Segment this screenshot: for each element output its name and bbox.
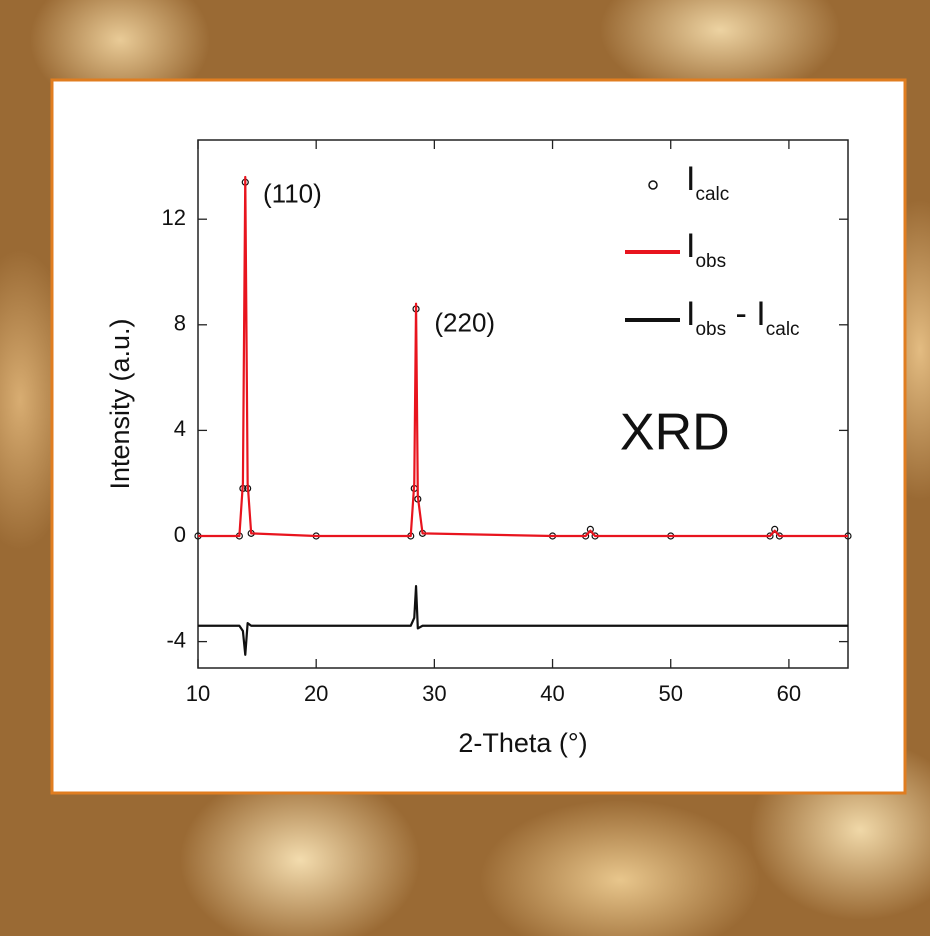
x-tick-label: 50: [658, 681, 682, 706]
data-line: [198, 175, 848, 538]
legend-marker: [648, 180, 658, 190]
legend-text: I: [686, 295, 695, 333]
data-point: [586, 525, 594, 534]
y-axis-title: Intensity (a.u.): [105, 318, 135, 489]
data-line: [198, 585, 848, 656]
legend-label: Iobs - Icalc: [686, 295, 800, 340]
y-tick-label: 8: [174, 311, 186, 336]
legend-subscript: obs: [695, 251, 726, 272]
x-tick-label: 60: [777, 681, 801, 706]
plot-frame: [197, 139, 849, 669]
legend-text: I: [686, 160, 695, 198]
legend-subscript: calc: [695, 184, 729, 205]
annotation: (220): [434, 308, 495, 338]
annotation: (110): [263, 178, 322, 208]
panel: [50, 78, 907, 795]
legend-label: Icalc: [686, 160, 729, 205]
legend-subscript: obs: [695, 319, 726, 340]
annotation: XRD: [620, 403, 730, 461]
x-axis-title: 2-Theta (°): [458, 728, 587, 758]
x-tick-label: 10: [186, 681, 210, 706]
data-point: [771, 525, 779, 534]
x-tick-label: 40: [540, 681, 564, 706]
legend-text: I: [686, 227, 695, 265]
y-tick-label: -4: [166, 627, 186, 652]
legend-text: - I: [726, 295, 766, 333]
x-tick-label: 30: [422, 681, 446, 706]
legend-label: Iobs: [686, 227, 726, 272]
x-tick-label: 20: [304, 681, 328, 706]
y-tick-label: 0: [174, 522, 186, 547]
y-tick-label: 4: [174, 416, 186, 441]
legend-subscript: calc: [766, 319, 800, 340]
y-tick-label: 12: [162, 205, 186, 230]
